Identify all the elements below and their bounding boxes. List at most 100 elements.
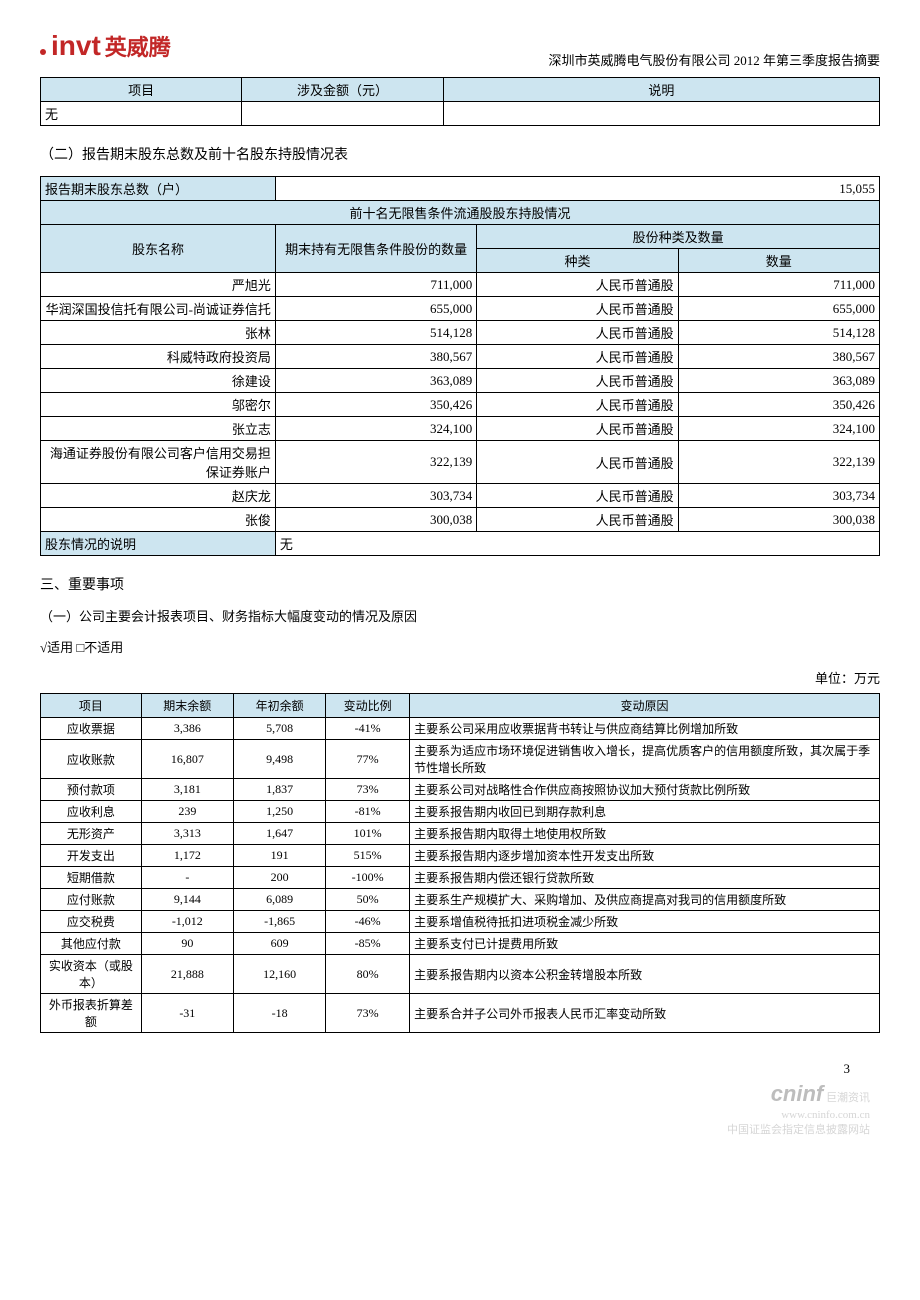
- t1-h2: 涉及金额（元）: [242, 78, 443, 102]
- table-row: 其他应付款90609-85%主要系支付已计提费用所致: [41, 933, 880, 955]
- fin-item: 应交税费: [41, 911, 142, 933]
- table-row: 科威特政府投资局380,567人民币普通股380,567: [41, 345, 880, 369]
- sh-num: 711,000: [678, 273, 879, 297]
- unit-label: 单位：万元: [40, 668, 880, 687]
- fin-reason: 主要系报告期内偿还银行贷款所致: [410, 867, 880, 889]
- t2-col-num: 数量: [678, 249, 879, 273]
- fin-pct: 101%: [326, 823, 410, 845]
- t3-h2: 期末余额: [141, 694, 233, 718]
- sh-name: 邬密尔: [41, 393, 276, 417]
- fin-item: 外币报表折算差额: [41, 994, 142, 1033]
- fin-begin: 191: [233, 845, 325, 867]
- fin-item: 应付账款: [41, 889, 142, 911]
- sh-num: 655,000: [678, 297, 879, 321]
- sh-qty: 300,038: [275, 508, 476, 532]
- sh-name: 科威特政府投资局: [41, 345, 276, 369]
- fin-reason: 主要系支付已计提费用所致: [410, 933, 880, 955]
- page-number: 3: [40, 1061, 880, 1077]
- fin-end: 3,181: [141, 779, 233, 801]
- table-row: 邬密尔350,426人民币普通股350,426: [41, 393, 880, 417]
- fin-end: -31: [141, 994, 233, 1033]
- fin-pct: 515%: [326, 845, 410, 867]
- fin-item: 应收票据: [41, 718, 142, 740]
- watermark: cninf 巨潮资讯 www.cninfo.com.cn 中国证监会指定信息披露…: [40, 1077, 880, 1117]
- fin-end: 16,807: [141, 740, 233, 779]
- section3-title: 三、重要事项: [40, 574, 880, 594]
- sh-num: 300,038: [678, 508, 879, 532]
- sh-name: 徐建设: [41, 369, 276, 393]
- table-row: 海通证券股份有限公司客户信用交易担保证券账户322,139人民币普通股322,1…: [41, 441, 880, 484]
- sh-qty: 324,100: [275, 417, 476, 441]
- fin-reason: 主要系生产规模扩大、采购增加、及供应商提高对我司的信用额度所致: [410, 889, 880, 911]
- t2-note-value: 无: [275, 532, 879, 556]
- sh-type: 人民币普通股: [477, 297, 678, 321]
- t2-col-typeqty: 股份种类及数量: [477, 225, 880, 249]
- table-row: 实收资本（或股本）21,88812,16080%主要系报告期内以资本公积金转增股…: [41, 955, 880, 994]
- table-row: 赵庆龙303,734人民币普通股303,734: [41, 484, 880, 508]
- wm-cn: 巨潮资讯: [826, 1092, 870, 1104]
- table-row: 张俊300,038人民币普通股300,038: [41, 508, 880, 532]
- fin-end: 9,144: [141, 889, 233, 911]
- sh-num: 324,100: [678, 417, 879, 441]
- table-shareholders: 报告期末股东总数（户） 15,055 前十名无限售条件流通股股东持股情况 股东名…: [40, 176, 880, 556]
- sh-qty: 363,089: [275, 369, 476, 393]
- fin-end: 3,313: [141, 823, 233, 845]
- fin-begin: 12,160: [233, 955, 325, 994]
- fin-pct: -46%: [326, 911, 410, 933]
- fin-begin: 1,647: [233, 823, 325, 845]
- t1-c2: [242, 102, 443, 126]
- apply-text: √适用 □不适用: [40, 637, 880, 656]
- fin-begin: 200: [233, 867, 325, 889]
- table-row: 应交税费-1,012-1,865-46%主要系增值税待抵扣进项税金减少所致: [41, 911, 880, 933]
- t2-col-name: 股东名称: [41, 225, 276, 273]
- sh-qty: 655,000: [275, 297, 476, 321]
- table-row: 预付款项3,1811,83773%主要系公司对战略性合作供应商按照协议加大预付货…: [41, 779, 880, 801]
- sh-type: 人民币普通股: [477, 441, 678, 484]
- sh-type: 人民币普通股: [477, 393, 678, 417]
- table-row: 应付账款9,1446,08950%主要系生产规模扩大、采购增加、及供应商提高对我…: [41, 889, 880, 911]
- fin-end: -: [141, 867, 233, 889]
- t1-h1: 项目: [41, 78, 242, 102]
- table-row: 应收票据3,3865,708-41%主要系公司采用应收票据背书转让与供应商结算比…: [41, 718, 880, 740]
- sh-name: 张俊: [41, 508, 276, 532]
- fin-reason: 主要系合并子公司外币报表人民币汇率变动所致: [410, 994, 880, 1033]
- sh-name: 张立志: [41, 417, 276, 441]
- sh-type: 人民币普通股: [477, 484, 678, 508]
- sh-name: 华润深国投信托有限公司-尚诚证券信托: [41, 297, 276, 321]
- sh-name: 赵庆龙: [41, 484, 276, 508]
- fin-item: 短期借款: [41, 867, 142, 889]
- fin-pct: 77%: [326, 740, 410, 779]
- fin-reason: 主要系报告期内逐步增加资本性开发支出所致: [410, 845, 880, 867]
- fin-item: 无形资产: [41, 823, 142, 845]
- section3-1-title: （一）公司主要会计报表项目、财务指标大幅度变动的情况及原因: [40, 606, 880, 625]
- t2-total-value: 15,055: [275, 177, 879, 201]
- fin-reason: 主要系报告期内收回已到期存款利息: [410, 801, 880, 823]
- fin-begin: -1,865: [233, 911, 325, 933]
- fin-pct: 73%: [326, 779, 410, 801]
- fin-begin: -18: [233, 994, 325, 1033]
- fin-item: 应收账款: [41, 740, 142, 779]
- fin-end: 1,172: [141, 845, 233, 867]
- sh-name: 严旭光: [41, 273, 276, 297]
- section2-title: （二）报告期末股东总数及前十名股东持股情况表: [40, 144, 880, 164]
- sh-num: 322,139: [678, 441, 879, 484]
- table-row: 外币报表折算差额-31-1873%主要系合并子公司外币报表人民币汇率变动所致: [41, 994, 880, 1033]
- fin-reason: 主要系增值税待抵扣进项税金减少所致: [410, 911, 880, 933]
- fin-item: 应收利息: [41, 801, 142, 823]
- sh-num: 350,426: [678, 393, 879, 417]
- fin-pct: 80%: [326, 955, 410, 994]
- sh-type: 人民币普通股: [477, 273, 678, 297]
- sh-num: 363,089: [678, 369, 879, 393]
- fin-end: 239: [141, 801, 233, 823]
- fin-end: 90: [141, 933, 233, 955]
- t1-c1: 无: [41, 102, 242, 126]
- table-row: 张林514,128人民币普通股514,128: [41, 321, 880, 345]
- fin-begin: 609: [233, 933, 325, 955]
- sh-type: 人民币普通股: [477, 369, 678, 393]
- table-row: 应收利息2391,250-81%主要系报告期内收回已到期存款利息: [41, 801, 880, 823]
- t1-c3: [443, 102, 879, 126]
- sh-qty: 322,139: [275, 441, 476, 484]
- t3-h5: 变动原因: [410, 694, 880, 718]
- table-row: 无形资产3,3131,647101%主要系报告期内取得土地使用权所致: [41, 823, 880, 845]
- sh-type: 人民币普通股: [477, 508, 678, 532]
